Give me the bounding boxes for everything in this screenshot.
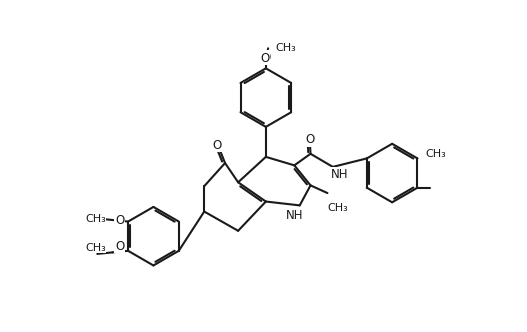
Text: NH: NH bbox=[286, 209, 303, 222]
Text: CH₃: CH₃ bbox=[425, 149, 446, 159]
Text: O: O bbox=[115, 240, 124, 253]
Text: O: O bbox=[305, 133, 315, 146]
Text: O: O bbox=[213, 139, 222, 152]
Text: CH₃: CH₃ bbox=[85, 243, 106, 253]
Text: CH₃: CH₃ bbox=[85, 214, 106, 224]
Text: NH: NH bbox=[331, 168, 348, 181]
Text: CH₃: CH₃ bbox=[275, 42, 296, 52]
Text: O: O bbox=[115, 214, 124, 227]
Text: CH₃: CH₃ bbox=[327, 203, 348, 213]
Text: O: O bbox=[260, 52, 270, 65]
Text: O: O bbox=[261, 51, 270, 64]
